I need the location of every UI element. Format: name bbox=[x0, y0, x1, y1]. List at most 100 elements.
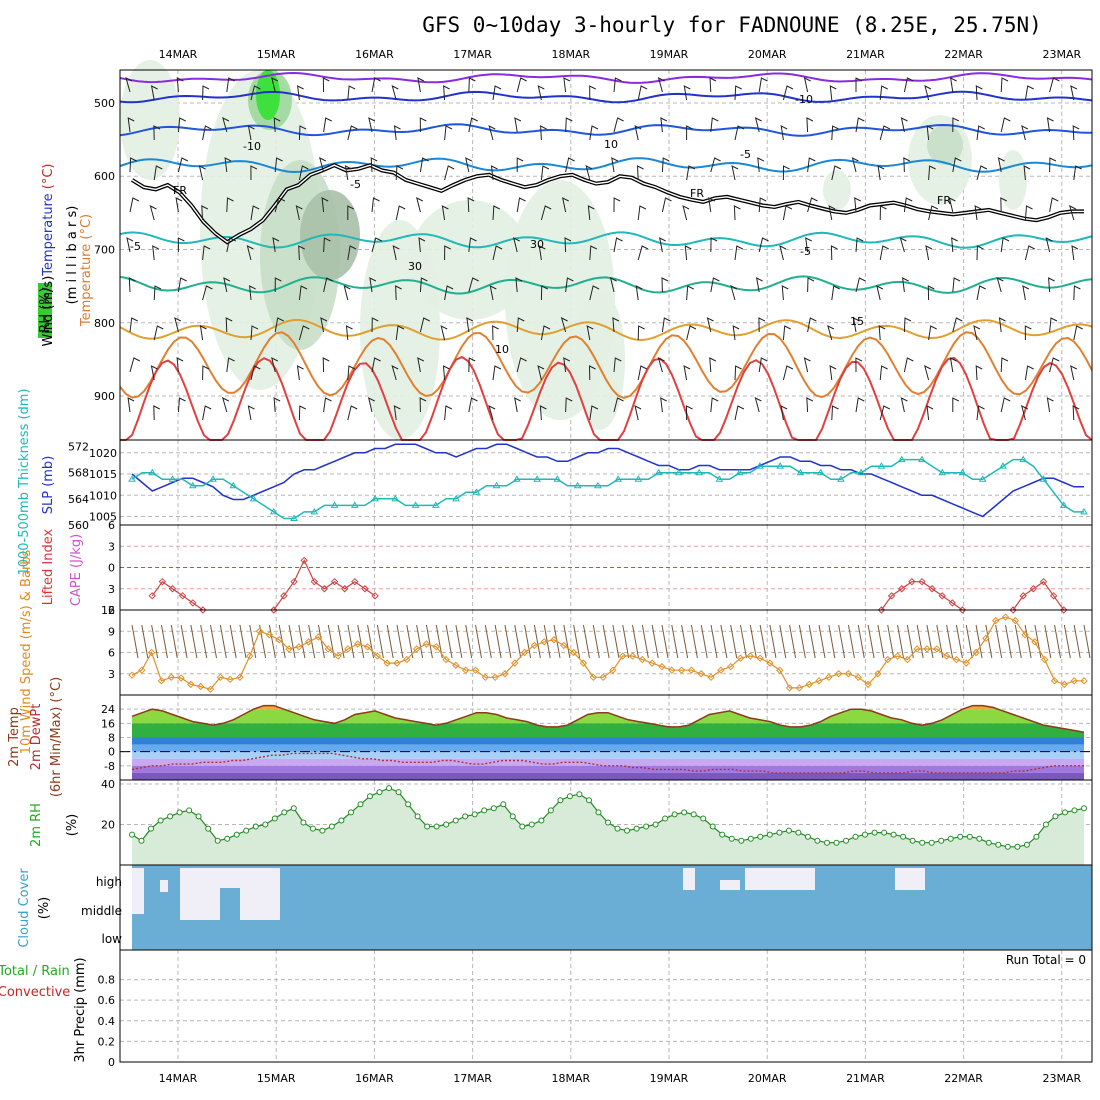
wind-barb bbox=[468, 357, 476, 373]
wind-barb bbox=[637, 245, 649, 261]
wind-barb-10m bbox=[455, 624, 463, 659]
wind-barb bbox=[782, 165, 790, 181]
rh-point bbox=[367, 793, 373, 800]
wind-barb bbox=[803, 77, 811, 93]
wind-marker bbox=[373, 652, 382, 660]
date-label-bottom: 23MAR bbox=[1042, 1072, 1081, 1085]
wind-barb-10m bbox=[268, 624, 276, 659]
rh-point bbox=[176, 809, 183, 816]
wind-barb-10m bbox=[563, 624, 571, 659]
wind-barb bbox=[589, 125, 599, 141]
rh-point bbox=[214, 837, 221, 844]
li-marker bbox=[189, 599, 197, 607]
wind-barb bbox=[298, 285, 308, 301]
wind-marker bbox=[206, 685, 215, 694]
wind-barb bbox=[782, 85, 794, 101]
rh-point bbox=[452, 817, 459, 824]
wind-marker bbox=[903, 655, 912, 664]
wind-barb bbox=[466, 317, 474, 333]
wind-marker bbox=[952, 655, 961, 664]
rh-point bbox=[1042, 821, 1049, 828]
rh-shading bbox=[120, 60, 180, 180]
y-tick-label: 6 bbox=[108, 647, 115, 660]
wind-barb bbox=[347, 125, 358, 141]
rh-point bbox=[186, 807, 193, 814]
wind-marker bbox=[236, 673, 244, 681]
wind-barb bbox=[563, 357, 571, 373]
wind-barb bbox=[247, 125, 255, 141]
wind-barb bbox=[951, 237, 958, 253]
wind-barb-10m bbox=[524, 624, 532, 659]
wind-barb bbox=[1021, 405, 1029, 421]
rh-point bbox=[824, 839, 830, 846]
rh-point bbox=[243, 827, 250, 834]
wind-barb-10m bbox=[720, 624, 728, 659]
rh-point bbox=[976, 835, 983, 842]
rh-point bbox=[700, 815, 707, 822]
wind-barb-10m bbox=[897, 624, 905, 659]
wind-barb bbox=[468, 237, 477, 253]
wind-barb bbox=[250, 165, 258, 181]
wind-barb bbox=[539, 405, 547, 421]
wind-marker bbox=[609, 666, 617, 674]
wind-barb-10m bbox=[406, 624, 414, 659]
wind-barb bbox=[540, 125, 547, 141]
wind-barb bbox=[468, 397, 478, 413]
wind-marker bbox=[560, 641, 568, 650]
series-line bbox=[131, 616, 1084, 690]
wind-barb bbox=[710, 277, 720, 293]
li-marker bbox=[148, 592, 156, 600]
temperature-contour bbox=[119, 319, 1093, 342]
contour-label: 30 bbox=[530, 238, 544, 251]
rh-point bbox=[719, 831, 726, 838]
wind-barb bbox=[201, 205, 209, 221]
cloud-level-label: high bbox=[96, 875, 122, 889]
wind-barb bbox=[516, 317, 525, 333]
wind-barb bbox=[565, 117, 573, 133]
wind-barb bbox=[1000, 397, 1011, 413]
contour-label: -10 bbox=[243, 140, 261, 153]
wind-marker bbox=[177, 674, 185, 682]
wind-marker bbox=[942, 652, 951, 660]
wind-barb bbox=[659, 237, 666, 253]
wind-barb bbox=[682, 205, 690, 221]
wind-barb bbox=[660, 397, 667, 413]
wind-barb bbox=[444, 165, 455, 181]
rh-point bbox=[538, 817, 545, 824]
rh-point bbox=[757, 833, 764, 840]
thickness-marker bbox=[1039, 475, 1048, 482]
cloud-gap bbox=[720, 880, 740, 890]
wind-barb-10m bbox=[288, 624, 296, 659]
wind-barb bbox=[686, 325, 697, 341]
rh-point bbox=[443, 821, 450, 828]
wind-barb bbox=[467, 197, 475, 213]
wind-barb-10m bbox=[239, 624, 247, 659]
rh-point bbox=[433, 823, 440, 830]
precip-ylabel: 3hr Precip (mm) bbox=[73, 957, 88, 1062]
y-tick-label: 0 bbox=[108, 562, 115, 575]
wind-barb bbox=[127, 117, 135, 133]
wind-barb bbox=[734, 245, 744, 261]
wind-barb bbox=[149, 205, 157, 221]
wind-barb-10m bbox=[789, 624, 797, 659]
wind-barb bbox=[827, 325, 835, 341]
rh-point bbox=[271, 815, 278, 822]
wind-barb bbox=[468, 277, 479, 293]
cloud-ylabel: Cloud Cover bbox=[17, 868, 32, 948]
rh-point bbox=[1014, 843, 1021, 850]
y-tick-label-slp: 1015 bbox=[89, 468, 117, 481]
date-label-bottom: 14MAR bbox=[159, 1072, 198, 1085]
date-label-bottom: 16MAR bbox=[355, 1072, 394, 1085]
wind-barb bbox=[153, 125, 161, 141]
y-tick-label-slp: 1010 bbox=[89, 489, 117, 502]
wind-marker bbox=[805, 680, 813, 689]
wind-barb bbox=[1021, 125, 1029, 141]
wind-barb bbox=[709, 77, 717, 93]
rh-point bbox=[290, 805, 297, 812]
thickness-ylabel: 1000-500mb Thickness (dm) bbox=[17, 388, 32, 575]
wind-barb bbox=[855, 77, 863, 92]
wind-barb-10m bbox=[995, 624, 1003, 659]
wind-barb bbox=[733, 205, 741, 221]
ylabel-part: Temperature bbox=[41, 193, 56, 276]
rh-point bbox=[309, 825, 316, 832]
